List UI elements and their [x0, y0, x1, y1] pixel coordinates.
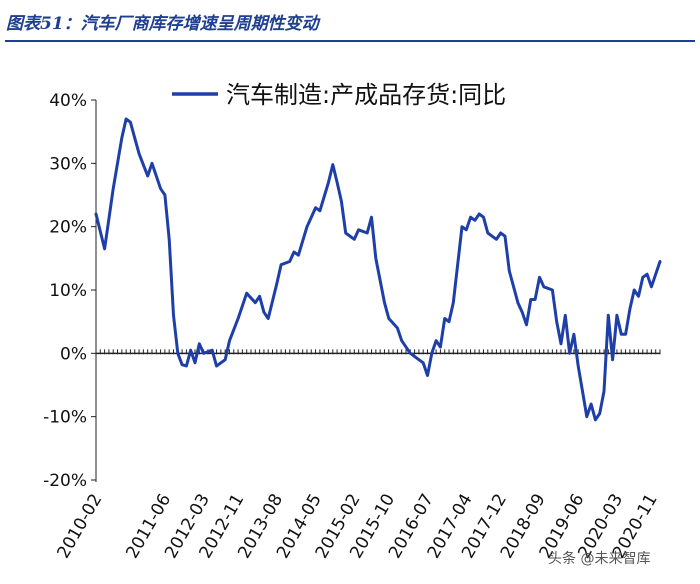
y-tick-label: 20%	[49, 218, 87, 238]
y-tick-label: 30%	[49, 154, 87, 174]
y-tick-label: 0%	[60, 344, 87, 364]
series-layer	[94, 117, 662, 422]
y-tick-label: -20%	[43, 471, 87, 491]
legend: 汽车制造:产成品存货:同比	[172, 81, 506, 109]
y-tick-label: 40%	[49, 91, 87, 111]
header-rule	[5, 40, 695, 42]
axes: -20%-10%0%10%20%30%40%2010-02 2011-062012…	[43, 91, 662, 562]
x-tick-label: 2010-02	[53, 491, 106, 563]
legend-label: 汽车制造:产成品存货:同比	[226, 81, 506, 109]
series-line	[94, 117, 662, 422]
figure-header: 图表51：汽车厂商库存增速呈周期性变动	[0, 0, 700, 44]
figure-title: 图表51：汽车厂商库存增速呈周期性变动	[6, 14, 319, 34]
y-tick-label: 10%	[49, 281, 87, 301]
watermark: 头条 @未来智库	[548, 551, 651, 567]
y-tick-label: -10%	[43, 408, 87, 428]
